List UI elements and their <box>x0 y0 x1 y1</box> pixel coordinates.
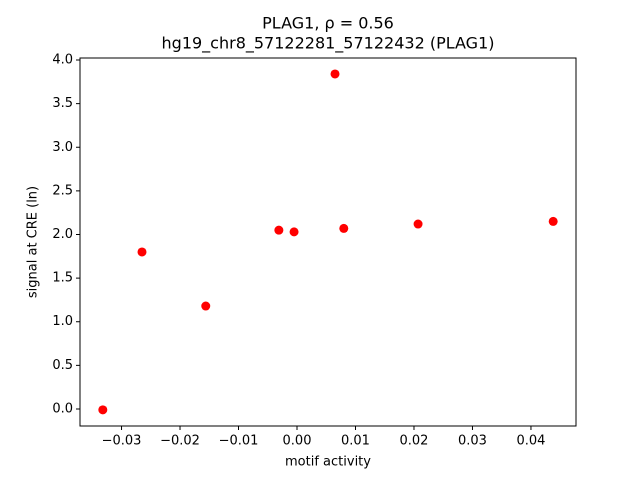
point <box>274 225 284 235</box>
y-tick-label: 1.0 <box>52 314 73 329</box>
y-tick-label: 0.5 <box>52 358 73 373</box>
x-tick-label: −0.01 <box>219 434 259 449</box>
chart-subtitle: hg19_chr8_57122281_57122432 (PLAG1) <box>162 34 495 54</box>
y-tick-label: 2.5 <box>52 183 73 198</box>
y-tick-label: 3.5 <box>52 96 73 111</box>
point <box>413 219 423 229</box>
x-tick-label: 0.01 <box>341 434 370 449</box>
point <box>137 247 147 257</box>
x-tick-label: 0.04 <box>516 434 545 449</box>
x-tick-label: −0.02 <box>160 434 200 449</box>
y-axis-label: signal at CRE (ln) <box>26 186 41 298</box>
x-tick-label: 0.02 <box>400 434 429 449</box>
x-tick-label: −0.03 <box>102 434 142 449</box>
y-tick-label: 1.5 <box>52 271 73 286</box>
x-axis-label: motif activity <box>285 455 371 470</box>
plot-frame <box>79 57 577 427</box>
chart-title: PLAG1, ρ = 0.56 <box>262 14 394 33</box>
point <box>339 223 349 233</box>
y-tick-label: 3.0 <box>52 140 73 155</box>
y-tick-label: 2.0 <box>52 227 73 242</box>
point <box>289 227 299 237</box>
point <box>548 216 558 226</box>
x-tick-label: 0.00 <box>283 434 312 449</box>
point <box>201 301 211 311</box>
point <box>330 69 340 79</box>
point <box>98 405 108 415</box>
x-tick-label: 0.03 <box>458 434 487 449</box>
y-tick-label: 0.0 <box>52 401 73 416</box>
y-tick-label: 4.0 <box>52 53 73 68</box>
